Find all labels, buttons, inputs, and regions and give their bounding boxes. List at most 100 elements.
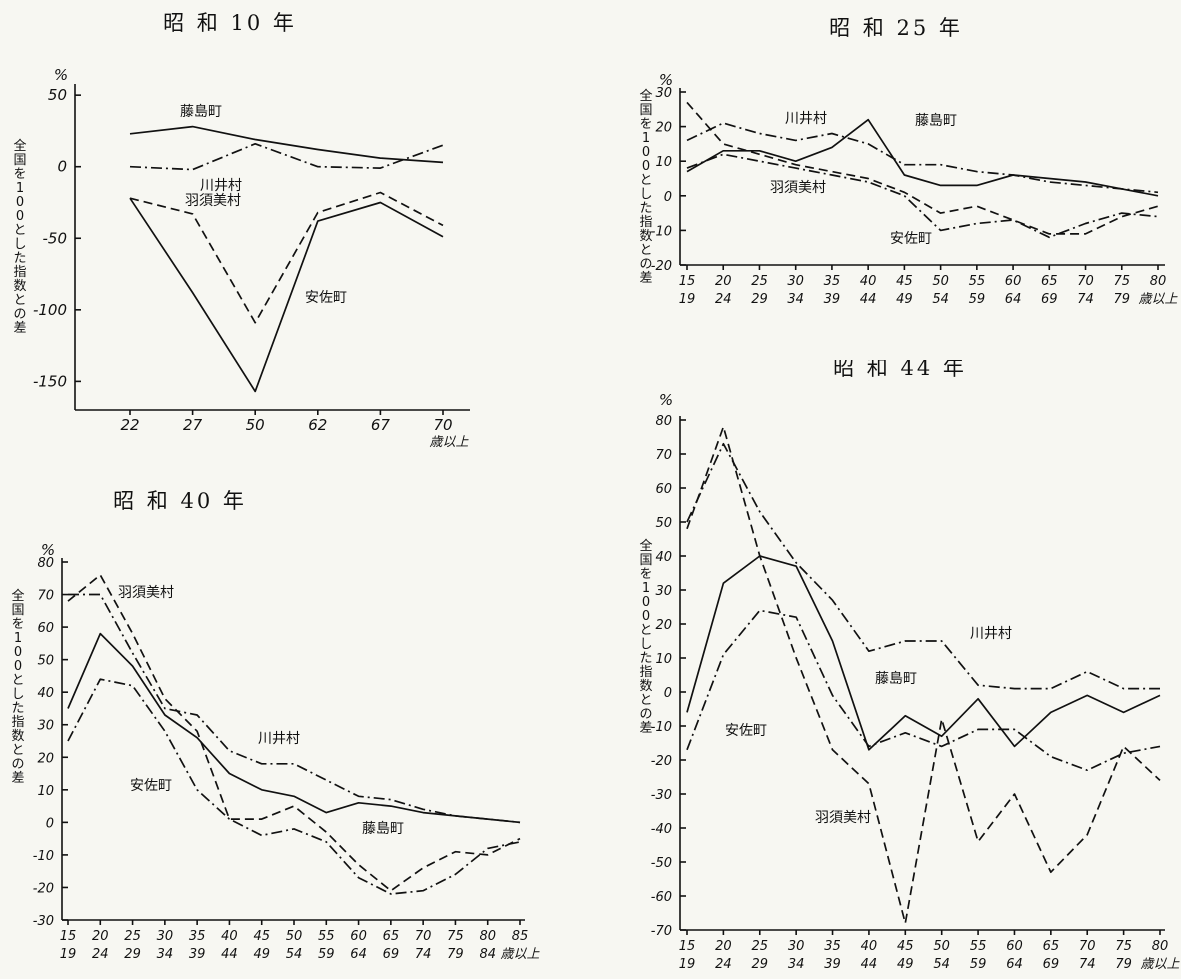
x-tick-label: 29 [751,957,768,972]
y-tick-label: -20 [651,754,672,769]
series-line-川井村 [68,593,521,824]
y-axis-label-char: た [639,651,652,666]
y-axis-label-char: 0 [642,609,650,624]
x-tick-label: 25 [751,274,768,289]
x-tick-label: 19 [60,947,77,962]
y-axis-label-char: と [639,243,652,258]
y-axis-label-char: 全 [639,88,652,104]
y-axis-label-char: し [639,637,652,652]
y-axis-label-char: 差 [11,771,24,786]
y-tick-label: -50 [43,229,68,247]
x-tick-label: 79 [447,947,464,962]
y-tick-label: -10 [651,224,672,239]
x-tick-label: 79 [1115,957,1132,972]
y-axis-label-char: 1 [642,581,650,596]
y-axis-label-char: を [11,617,24,632]
y-axis-label-char: と [11,743,24,758]
y-tick-label: 0 [46,816,54,831]
y-tick-label: 0 [57,158,67,176]
y-tick-label: -30 [651,788,672,803]
x-tick-label: 歳以上 [500,947,540,962]
x-tick-label: 34 [788,957,805,972]
series-line-安佐町 [129,197,444,393]
y-axis-label-char: し [11,687,24,702]
series-label: 羽須美村 [118,585,174,601]
x-tick-label: 30 [787,274,804,289]
y-tick-label: 30 [37,719,54,734]
y-axis-label-char: 1 [14,631,22,646]
x-tick-label: 35 [189,929,206,944]
y-tick-label: 0 [664,686,672,701]
chart-title: 昭 和 25 年 [829,16,963,40]
series-label: 安佐町 [130,778,172,794]
series-line-川井村 [129,142,444,171]
x-tick-label: 24 [715,957,732,972]
x-tick-label: 70 [1079,939,1096,954]
x-tick-label: 25 [751,939,768,954]
y-axis-label-char: た [13,251,26,266]
x-tick-label: 54 [286,947,303,962]
y-tick-label: 50 [37,654,54,669]
y-tick-label: -70 [651,924,672,939]
y-axis-label-char: た [639,201,652,216]
y-axis-label-char: 国 [13,153,26,168]
x-tick-label: 64 [350,947,367,962]
y-axis-label-char: の [639,257,652,272]
y-axis-label-char: し [13,237,26,252]
chart-title: 昭 和 10 年 [163,11,297,35]
y-unit-label: % [41,541,55,559]
y-tick-label: 60 [37,621,54,636]
x-tick-label: 25 [124,929,141,944]
series-line-藤島町 [129,125,444,164]
series-line-羽須美村 [129,191,444,324]
series-label: 安佐町 [725,723,767,739]
x-tick-label: 60 [350,929,367,944]
y-axis-label-char: の [639,707,652,722]
x-tick-label: 74 [415,947,432,962]
y-axis-label-char: と [11,673,24,688]
series-label: 川井村 [970,626,1012,642]
x-tick-label: 65 [383,929,400,944]
series-label: 安佐町 [890,231,932,247]
y-tick-label: -30 [33,914,54,929]
x-tick-label: 27 [183,416,203,434]
y-axis-label-char: 差 [13,321,26,336]
x-tick-label: 75 [1115,939,1132,954]
x-tick-label: 54 [933,957,950,972]
y-axis-label-char: 0 [642,145,650,160]
y-tick-label: 40 [37,686,54,701]
series-label: 藤島町 [362,821,404,837]
y-tick-label: -60 [651,890,672,905]
y-axis-label-char: 0 [14,645,22,660]
x-tick-label: 55 [970,939,987,954]
y-axis-label-char: 差 [639,271,652,286]
x-tick-label: 65 [1041,274,1058,289]
y-axis-label-char: を [13,167,26,182]
y-axis-label-char: 1 [16,181,24,196]
x-tick-label: 84 [479,947,496,962]
series-label: 羽須美村 [185,193,241,209]
y-axis-label-char: と [639,173,652,188]
x-tick-label: 15 [679,939,696,954]
x-tick-label: 39 [824,292,841,307]
x-tick-label: 24 [92,947,109,962]
series-line-羽須美村 [686,101,1159,235]
y-axis-label-char: 0 [14,659,22,674]
y-tick-label: 80 [655,414,672,429]
x-tick-label: 45 [896,274,913,289]
series-label: 羽須美村 [770,180,826,196]
y-tick-label: -10 [33,849,54,864]
y-tick-label: 80 [37,556,54,571]
series-line-川井村 [686,122,1159,194]
y-tick-label: 40 [655,550,672,565]
x-tick-label: 59 [318,947,335,962]
x-tick-label: 24 [715,292,732,307]
x-tick-label: 40 [860,274,877,289]
x-tick-label: 59 [969,292,986,307]
x-tick-label: 80 [1150,274,1167,289]
y-tick-label: -20 [651,259,672,274]
